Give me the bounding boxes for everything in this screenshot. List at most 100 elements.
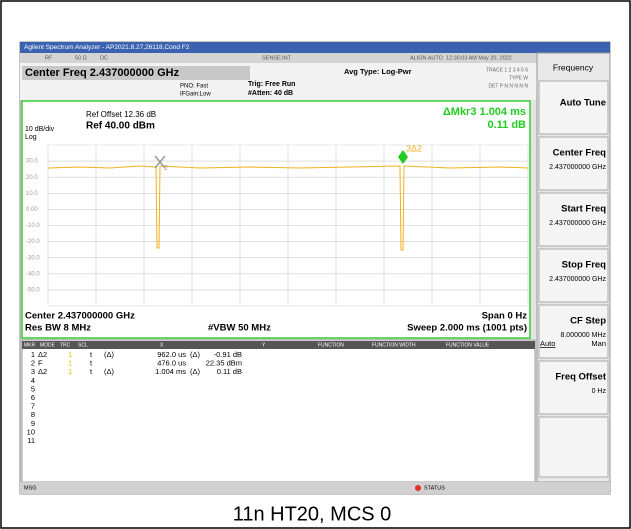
pno: PNO: Fast xyxy=(180,84,208,90)
footer-sweep: Sweep 2.000 ms (1001 pts) xyxy=(407,323,527,334)
marker-readout: ΔMkr3 1.004 ms xyxy=(443,106,526,118)
table-cell: 1 xyxy=(68,367,72,376)
atten: #Atten: 40 dB xyxy=(248,90,293,97)
table-header: Y xyxy=(262,342,266,348)
softkey-value: 2.437000000 GHz xyxy=(549,276,606,283)
table-cell: 1 xyxy=(68,359,72,368)
table-cell: 5 xyxy=(31,384,35,393)
y-label: -10.0 xyxy=(26,223,40,229)
bottom-status xyxy=(20,482,610,494)
ref-offset: Ref Offset 12.36 dB xyxy=(86,110,156,119)
softkey-value: 8.000000 MHz xyxy=(560,332,606,339)
table-header: FUNCTION VALUE xyxy=(446,342,490,348)
status-text: STATUS xyxy=(424,485,445,491)
y-label: 0.00 xyxy=(26,207,38,213)
softkey xyxy=(538,80,609,135)
table-cell: 6 xyxy=(31,393,35,402)
footer-rbw: Res BW 8 MHz xyxy=(25,323,91,334)
footer-vbw: #VBW 50 MHz xyxy=(208,323,271,334)
softkey-label: Start Freq xyxy=(561,204,606,215)
table-header: MODE xyxy=(40,342,56,348)
table-cell: 22.35 dBm xyxy=(206,359,242,368)
trace-info: TRACE 1 2 3 4 5 6 xyxy=(486,67,528,73)
table-cell: 1 xyxy=(68,350,72,359)
scale: 10 dB/div xyxy=(25,126,55,133)
y-label: 10.0 xyxy=(26,191,38,197)
table-cell: 476.0 us xyxy=(157,359,186,368)
table-header: SCL xyxy=(78,342,88,348)
table-cell: 4 xyxy=(31,376,35,385)
softkey xyxy=(538,136,609,191)
softkey-title: Frequency xyxy=(553,62,594,72)
softkey-option: Auto xyxy=(540,339,555,348)
table-header: MKR xyxy=(24,342,36,348)
y-label: -50.0 xyxy=(26,287,40,293)
marker-label: 3Δ2 xyxy=(406,143,422,153)
softkey-value: 2.437000000 GHz xyxy=(549,164,606,171)
y-label: -40.0 xyxy=(26,271,40,277)
softkey-label: Stop Freq xyxy=(562,260,607,271)
table-cell: t xyxy=(90,350,93,359)
table-cell: t xyxy=(90,359,93,368)
table-cell: 3 xyxy=(31,367,35,376)
table-header: TRC xyxy=(60,342,71,348)
softkey xyxy=(538,248,609,303)
title-bar xyxy=(20,42,610,53)
softkey xyxy=(538,304,609,359)
top-bar-item: ALIGN AUTO xyxy=(410,55,444,61)
marker-table xyxy=(21,339,536,483)
table-cell: (Δ) xyxy=(190,367,201,376)
top-bar-item: RF xyxy=(45,55,53,61)
y-label: 20.0 xyxy=(26,175,38,181)
table-cell: 962.0 us xyxy=(157,350,186,359)
table-cell: 9 xyxy=(31,419,35,428)
table-cell: 2 xyxy=(31,359,35,368)
table-header: X xyxy=(160,342,164,348)
table-cell: (Δ) xyxy=(104,367,115,376)
marker-delta-symbol xyxy=(398,150,408,164)
top-bar-item: 12:36:03 AM May 20, 2022 xyxy=(446,55,512,61)
trace-info: DET P N N N N N xyxy=(488,83,528,89)
table-header: FUNCTION WIDTH xyxy=(372,342,416,348)
status-msg: MSG xyxy=(24,485,37,491)
plot-area xyxy=(21,100,531,339)
softkey-label: Auto Tune xyxy=(560,98,606,109)
y-label: 30.0 xyxy=(26,159,38,165)
table-cell: (Δ) xyxy=(190,350,201,359)
softkey xyxy=(538,192,609,247)
table-cell: Δ2 xyxy=(38,350,47,359)
table-cell: (Δ) xyxy=(104,350,115,359)
ifgain: IFGain:Low xyxy=(180,92,211,98)
table-cell: 7 xyxy=(31,402,35,411)
y-label: -20.0 xyxy=(26,239,40,245)
trig: Trig: Free Run xyxy=(248,81,295,88)
softkey-label: Freq Offset xyxy=(555,372,607,383)
softkey-label: Center Freq xyxy=(553,148,607,159)
trace xyxy=(47,165,529,251)
table-cell: 0.11 dB xyxy=(217,367,242,376)
footer-center: Center 2.437000000 GHz xyxy=(25,311,135,322)
softkey-value: 2.437000000 GHz xyxy=(549,220,606,227)
table-cell: 1 xyxy=(31,350,35,359)
marker-ref-symbol xyxy=(154,155,166,169)
table-header: FUNCTION xyxy=(318,342,344,348)
log-label: Log xyxy=(25,134,37,141)
table-cell: Δ2 xyxy=(38,367,47,376)
table-cell: 11 xyxy=(27,436,35,445)
center-freq-box xyxy=(22,66,250,80)
window-title: Agilent Spectrum Analyzer - AP2021.8.27,… xyxy=(24,44,190,51)
softkey xyxy=(538,416,609,478)
marker-readout: 0.11 dB xyxy=(487,119,526,131)
softkey-option: Man xyxy=(591,339,606,348)
ref-level: Ref 40.00 dBm xyxy=(86,121,155,132)
table-cell: 10 xyxy=(27,427,35,436)
table-cell: t xyxy=(90,367,93,376)
softkey-value: 0 Hz xyxy=(592,388,607,395)
table-cell: -0.91 dB xyxy=(214,350,242,359)
top-bar-item: 50 Ω xyxy=(75,55,87,61)
table-header-bar xyxy=(22,341,535,349)
footer-span: Span 0 Hz xyxy=(482,311,528,322)
y-label: -30.0 xyxy=(26,255,40,261)
marker-label: 2 xyxy=(164,165,168,172)
